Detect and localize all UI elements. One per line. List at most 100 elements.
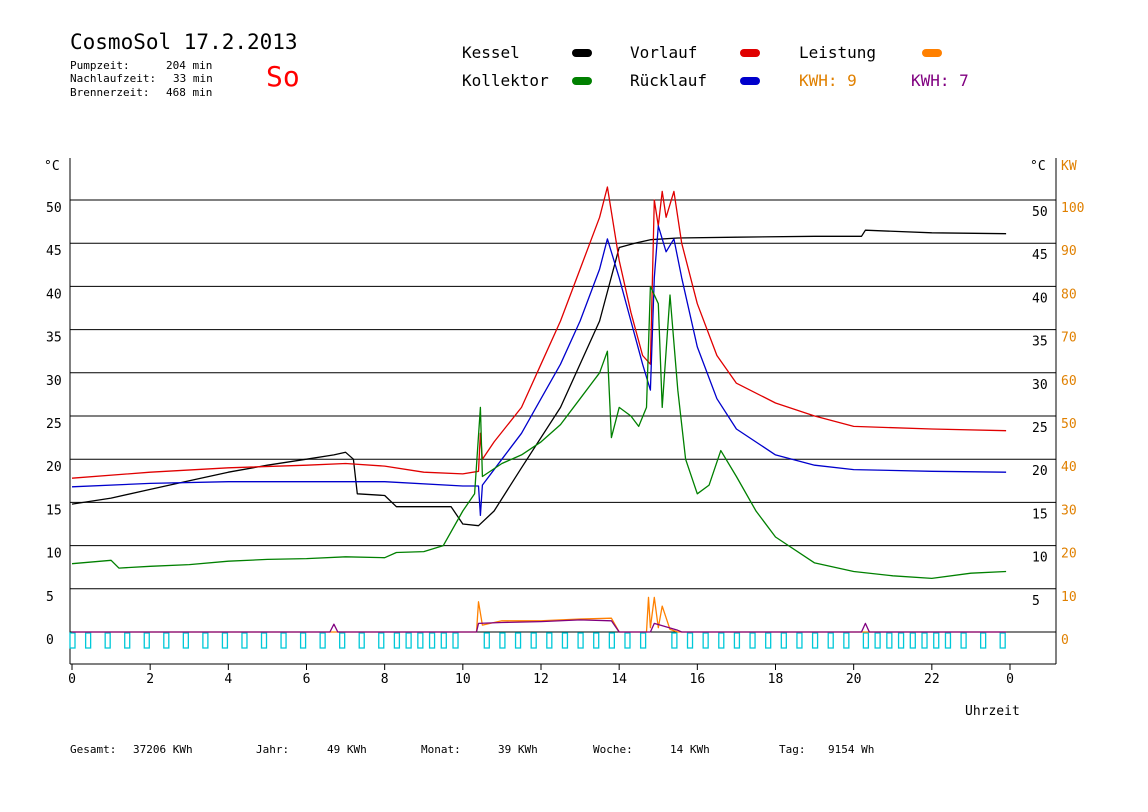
pump-marker bbox=[897, 632, 905, 649]
y-tick-label-left: 15 bbox=[46, 503, 62, 518]
y-tick-label-left: 25 bbox=[46, 417, 62, 432]
x-tick-label: 22 bbox=[924, 672, 940, 687]
pump-marker bbox=[530, 632, 537, 649]
y-tick-label-right: 15 bbox=[1032, 507, 1048, 522]
legend-swatch-leistung bbox=[922, 49, 942, 57]
pump-marker bbox=[452, 632, 459, 649]
y-axis-unit-right: °C bbox=[1030, 159, 1046, 174]
series-line-kwh_purple bbox=[72, 619, 1007, 633]
pump-marker bbox=[624, 632, 631, 649]
pump-marker bbox=[319, 632, 326, 649]
pump-marker bbox=[909, 632, 916, 649]
stat-label-pump: Pumpzeit: bbox=[70, 59, 130, 72]
y2-tick-label: 40 bbox=[1061, 460, 1077, 475]
pump-marker bbox=[999, 632, 1006, 649]
y-tick-label-left: 40 bbox=[46, 287, 62, 302]
pump-marker bbox=[796, 632, 803, 649]
pump-marker bbox=[69, 632, 76, 649]
y-tick-label-right: 20 bbox=[1032, 464, 1048, 479]
pump-marker bbox=[182, 632, 189, 649]
pump-marker bbox=[546, 632, 553, 649]
pump-marker bbox=[428, 632, 436, 649]
legend-swatch-kollektor bbox=[572, 77, 592, 85]
x-tick-label: 14 bbox=[611, 672, 627, 687]
pump-marker bbox=[124, 632, 131, 649]
y-tick-label-left: 50 bbox=[46, 201, 62, 216]
y-tick-label-left: 35 bbox=[46, 331, 62, 346]
legend-swatch-ruecklauf bbox=[740, 77, 760, 85]
footer-value-tag: 9154 Wh bbox=[828, 743, 875, 756]
pump-marker bbox=[202, 632, 209, 649]
series-line-kessel bbox=[71, 229, 1007, 527]
y-tick-label-left: 45 bbox=[46, 244, 62, 259]
pump-marker bbox=[843, 632, 850, 649]
x-tick-label: 6 bbox=[303, 672, 311, 687]
footer-label-gesamt: Gesamt: bbox=[70, 743, 117, 756]
legend-label-leistung: Leistung bbox=[799, 43, 877, 62]
pump-marker bbox=[827, 632, 834, 649]
stat-label-nachlauf: Nachlaufzeit: bbox=[70, 72, 157, 85]
y-tick-label-left: 5 bbox=[46, 590, 54, 605]
legend-swatch-kessel bbox=[572, 49, 592, 57]
weekday-label: So bbox=[266, 60, 300, 93]
y-tick-label-left: 30 bbox=[46, 374, 62, 389]
pump-marker bbox=[143, 632, 150, 649]
y2-tick-label: 20 bbox=[1061, 547, 1077, 562]
y2-axis-unit: KW bbox=[1061, 159, 1077, 174]
y-tick-label-right: 45 bbox=[1032, 248, 1048, 263]
pump-marker bbox=[561, 632, 569, 649]
pump-marker bbox=[671, 632, 678, 649]
pump-marker bbox=[686, 632, 694, 649]
pump-marker bbox=[299, 632, 307, 649]
y2-tick-label: 50 bbox=[1061, 417, 1077, 432]
y-tick-label-right: 5 bbox=[1032, 594, 1040, 609]
stat-label-brenner: Brennerzeit: bbox=[70, 86, 150, 99]
y2-tick-label: 60 bbox=[1061, 374, 1077, 389]
x-tick-label: 2 bbox=[146, 672, 154, 687]
pump-marker bbox=[702, 632, 709, 649]
pump-marker bbox=[378, 632, 385, 649]
pump-marker bbox=[358, 632, 365, 649]
series-line-kollektor bbox=[71, 285, 1007, 580]
footer-value-gesamt: 37206 KWh bbox=[133, 743, 193, 756]
legend-label-kollektor: Kollektor bbox=[462, 71, 549, 90]
y2-tick-label: 100 bbox=[1061, 201, 1084, 216]
pump-marker bbox=[339, 632, 346, 649]
legend-swatch-vorlauf bbox=[740, 49, 760, 57]
footer-label-woche: Woche: bbox=[593, 743, 633, 756]
footer-value-woche: 14 KWh bbox=[670, 743, 710, 756]
pump-marker bbox=[499, 632, 506, 649]
pump-marker bbox=[960, 632, 967, 649]
y-axis-unit-left: °C bbox=[44, 159, 60, 174]
x-tick-label: 0 bbox=[1006, 672, 1014, 687]
y-tick-label-left: 20 bbox=[46, 460, 62, 475]
footer-label-tag: Tag: bbox=[779, 743, 806, 756]
x-tick-label: 12 bbox=[533, 672, 549, 687]
legend-kwh-purple: KWH: 7 bbox=[911, 71, 969, 90]
y2-tick-label: 30 bbox=[1061, 503, 1077, 518]
pump-marker bbox=[874, 632, 881, 649]
pump-marker bbox=[163, 632, 170, 649]
footer-value-monat: 39 KWh bbox=[498, 743, 538, 756]
x-tick-label: 4 bbox=[224, 672, 232, 687]
pump-marker bbox=[639, 632, 647, 649]
pump-marker bbox=[780, 632, 787, 649]
x-tick-label: 10 bbox=[455, 672, 471, 687]
y-tick-label-left: 10 bbox=[46, 547, 62, 562]
y-tick-label-right: 50 bbox=[1032, 205, 1048, 220]
x-tick-label: 8 bbox=[381, 672, 389, 687]
y-tick-label-left: 0 bbox=[46, 633, 54, 648]
legend-label-vorlauf: Vorlauf bbox=[630, 43, 698, 62]
footer-value-jahr: 49 KWh bbox=[327, 743, 367, 756]
pump-marker bbox=[765, 632, 772, 649]
pump-marker bbox=[440, 632, 447, 649]
footer-label-monat: Monat: bbox=[421, 743, 461, 756]
series-line-vorlauf bbox=[71, 186, 1007, 479]
pump-marker bbox=[280, 632, 287, 649]
pump-marker bbox=[221, 632, 229, 649]
x-axis-label: Uhrzeit bbox=[965, 704, 1020, 719]
pump-marker bbox=[577, 632, 584, 649]
pump-marker bbox=[405, 632, 412, 649]
pump-marker bbox=[733, 632, 741, 649]
